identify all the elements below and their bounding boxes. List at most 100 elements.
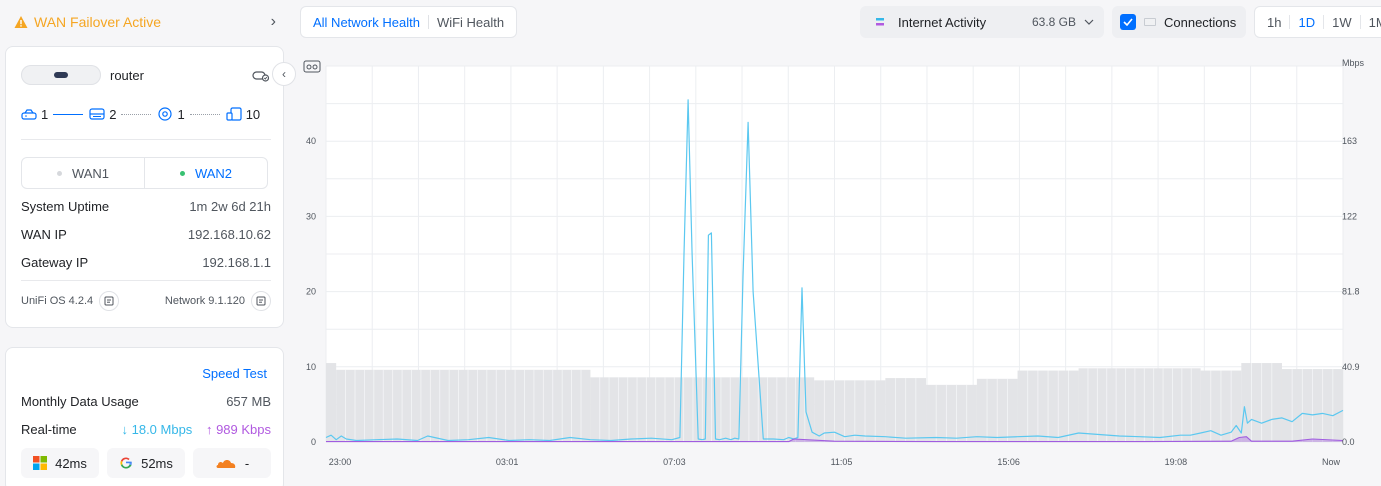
range-1m[interactable]: 1M bbox=[1368, 14, 1381, 30]
speed-test-link[interactable]: Speed Test bbox=[202, 366, 267, 381]
health-tabs: All Network Health WiFi Health bbox=[300, 6, 518, 38]
client-count: 10 bbox=[245, 106, 261, 122]
latency-microsoft-value: 42ms bbox=[55, 455, 87, 471]
upload-line bbox=[326, 436, 1344, 443]
internet-activity-chart[interactable]: 0 10 20 30 40 0.0 40.9 81.8 122 163 23:00 03:01 07:0… bbox=[296, 50, 1381, 486]
realtime-label: Real-time bbox=[21, 422, 77, 437]
y2-tick-label: 0.0 bbox=[1342, 437, 1355, 447]
divider bbox=[1359, 15, 1361, 29]
device-card: router 1 2 1 10 WAN1 bbox=[5, 46, 284, 328]
realtime-row: Real-time ↓ 18.0 Mbps ↑ 989 Kbps bbox=[21, 422, 271, 437]
wan-ip-row: WAN IP 192.168.10.62 bbox=[21, 227, 271, 242]
monthly-usage-label: Monthly Data Usage bbox=[21, 394, 139, 409]
wan-count: 1 bbox=[41, 106, 49, 122]
microsoft-icon bbox=[33, 456, 48, 470]
access-point-icon bbox=[158, 107, 173, 121]
connections-toggle[interactable]: Connections bbox=[1112, 6, 1246, 38]
gateway-ip-value: 192.168.1.1 bbox=[202, 255, 271, 270]
connections-bar bbox=[814, 380, 886, 442]
wan1-status-dot bbox=[56, 170, 62, 176]
topology-link bbox=[121, 113, 152, 115]
y-tick-label: 30 bbox=[306, 211, 316, 221]
divider bbox=[21, 280, 271, 281]
realtime-download: 18.0 Mbps bbox=[131, 422, 193, 437]
device-row: router bbox=[21, 63, 271, 87]
tab-wifi-health[interactable]: WiFi Health bbox=[436, 14, 505, 30]
router-icon bbox=[21, 65, 101, 85]
y-tick-label: 20 bbox=[306, 287, 316, 297]
latency-microsoft[interactable]: 42ms bbox=[21, 448, 99, 478]
connections-bar bbox=[326, 363, 337, 442]
connections-label: Connections bbox=[1164, 14, 1237, 30]
connections-legend-swatch bbox=[1144, 18, 1156, 26]
device-link-icon[interactable] bbox=[251, 65, 271, 85]
cloudflare-icon bbox=[216, 460, 236, 468]
clients-icon bbox=[226, 107, 242, 121]
wan-failover-title: WAN Failover Active bbox=[34, 14, 162, 30]
gateway-icon bbox=[89, 108, 105, 120]
y2-tick-label: 40.9 bbox=[1342, 362, 1360, 372]
collapse-panel-button[interactable]: ‹ bbox=[272, 62, 296, 86]
divider bbox=[21, 139, 271, 140]
x-tick-label: Now bbox=[1322, 457, 1341, 467]
y2-unit-label: Mbps bbox=[1342, 58, 1365, 68]
internet-activity-amount: 63.8 GB bbox=[1031, 15, 1076, 29]
connections-checkbox[interactable] bbox=[1120, 14, 1136, 30]
realtime-upload: 989 Kbps bbox=[216, 422, 271, 437]
tab-wan2-label: WAN2 bbox=[194, 165, 233, 181]
range-1d[interactable]: 1D bbox=[1298, 14, 1316, 30]
stats-card: Speed Test Monthly Data Usage 657 MB Rea… bbox=[5, 347, 284, 486]
tab-wan1-label: WAN1 bbox=[71, 165, 110, 181]
uptime-row: System Uptime 1m 2w 6d 21h bbox=[21, 199, 271, 214]
upload-area bbox=[326, 436, 1343, 442]
chart-ticks: 0 10 20 30 40 0.0 40.9 81.8 122 163 23:00 03:01 07:0… bbox=[306, 136, 1360, 467]
google-icon bbox=[120, 457, 132, 469]
wan-ip-value: 192.168.10.62 bbox=[187, 227, 271, 242]
x-tick-label: 11:05 bbox=[831, 457, 853, 467]
latency-row: 42ms 52ms - bbox=[21, 448, 271, 478]
divider bbox=[1323, 15, 1325, 29]
release-notes-icon[interactable] bbox=[99, 291, 120, 311]
y2-tick-label: 122 bbox=[1342, 211, 1357, 221]
uptime-label: System Uptime bbox=[21, 199, 110, 214]
internet-activity-label: Internet Activity bbox=[898, 14, 987, 30]
y2-tick-label: 81.8 bbox=[1342, 287, 1360, 297]
tab-wan1[interactable]: WAN1 bbox=[22, 158, 145, 188]
wan-modem-icon bbox=[21, 109, 37, 120]
arrow-down-icon: ↓ bbox=[121, 422, 132, 437]
time-range-tabs: 1h 1D 1W 1M bbox=[1254, 6, 1381, 38]
wan-tabs: WAN1 WAN2 bbox=[21, 157, 268, 189]
latency-cloudflare[interactable]: - bbox=[193, 448, 271, 478]
version-row: UniFi OS 4.2.4 Network 9.1.120 bbox=[21, 291, 271, 311]
network-topology[interactable]: 1 2 1 10 bbox=[21, 105, 273, 123]
network-version: Network 9.1.120 bbox=[164, 295, 245, 307]
os-version: UniFi OS 4.2.4 bbox=[21, 295, 94, 307]
monthly-usage-value: 657 MB bbox=[226, 394, 271, 409]
wan-failover-banner[interactable]: WAN Failover Active › bbox=[0, 0, 290, 44]
release-notes-icon[interactable] bbox=[251, 291, 271, 311]
clients-chart-icon bbox=[303, 60, 321, 73]
range-1h[interactable]: 1h bbox=[1267, 14, 1282, 30]
internet-activity-select[interactable]: Internet Activity 63.8 GB bbox=[860, 6, 1104, 38]
connections-bar bbox=[1078, 368, 1201, 442]
chevron-left-icon: ‹ bbox=[282, 67, 286, 81]
range-1w[interactable]: 1W bbox=[1332, 14, 1352, 30]
y2-tick-label: 163 bbox=[1342, 136, 1357, 146]
chevron-right-icon[interactable]: › bbox=[270, 13, 276, 30]
tab-all-network-health[interactable]: All Network Health bbox=[313, 14, 420, 30]
connections-bar bbox=[336, 369, 591, 442]
topology-link bbox=[53, 113, 84, 115]
connections-bar bbox=[926, 384, 977, 442]
tab-wan2[interactable]: WAN2 bbox=[145, 158, 267, 188]
wan-ip-label: WAN IP bbox=[21, 227, 67, 242]
y-tick-label: 10 bbox=[306, 362, 316, 372]
monthly-usage-row: Monthly Data Usage 657 MB bbox=[21, 394, 271, 409]
ap-count: 1 bbox=[177, 106, 185, 122]
device-name[interactable]: router bbox=[110, 67, 144, 83]
x-tick-label: 07:03 bbox=[663, 457, 686, 467]
wan2-status-dot bbox=[179, 170, 185, 176]
y-tick-label: 0 bbox=[311, 437, 316, 447]
latency-google[interactable]: 52ms bbox=[107, 448, 185, 478]
x-tick-label: 19:08 bbox=[1165, 457, 1188, 467]
